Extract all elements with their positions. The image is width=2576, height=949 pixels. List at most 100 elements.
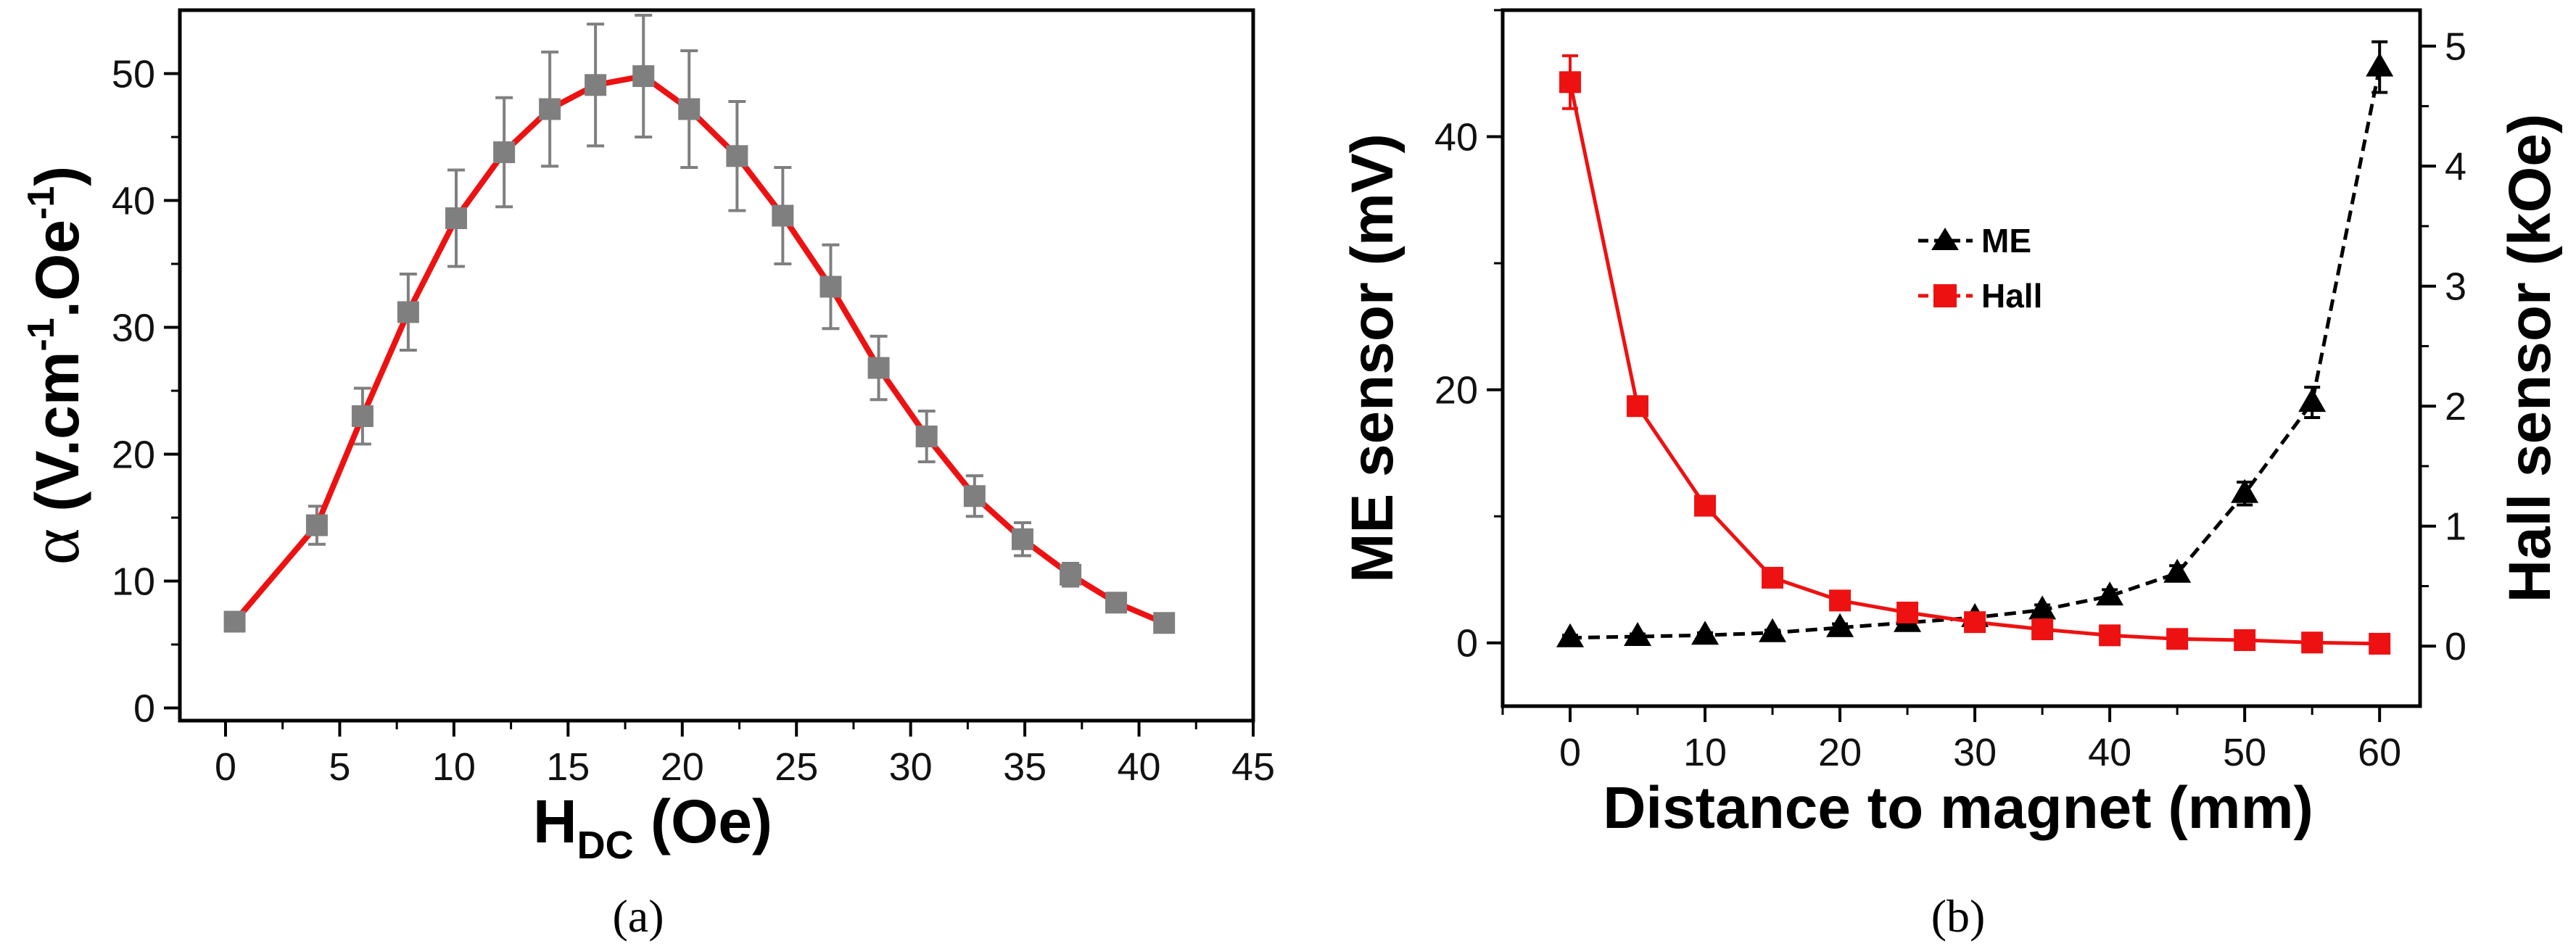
panel-a-plot-frame [178, 8, 1255, 723]
legend-box [1907, 209, 2089, 332]
alpha-point [351, 405, 373, 427]
alpha-point [632, 65, 655, 87]
right-y-tick-label: 1 [2445, 505, 2466, 549]
hall-point [1964, 611, 1986, 634]
panel-b-legend: ME Hall [1907, 209, 2089, 332]
y-label-mid: .Oe [23, 220, 91, 318]
right-y-tick-label: 2 [2445, 385, 2466, 428]
hall-point [1762, 566, 1784, 589]
hall-point [2369, 632, 2391, 655]
y-tick-label: 10 [112, 560, 155, 604]
panel-a-x-axis-label: HDC (Oe) [533, 787, 772, 867]
x-tick-label: 40 [2088, 731, 2131, 774]
panel-b-x-axis-label: Distance to magnet (mm) [1603, 775, 2313, 841]
hall-point [1627, 395, 1649, 418]
hall-point [1559, 71, 1582, 94]
alpha-point [963, 485, 986, 507]
panel-b-markers [1556, 52, 2394, 655]
me-point [1624, 622, 1652, 646]
legend-hall-marker [1933, 284, 1957, 307]
alpha-point [539, 98, 561, 120]
me-point [1691, 621, 1720, 645]
alpha-point [1060, 563, 1082, 586]
left-y-tick-label: 40 [1434, 116, 1478, 159]
alpha-point [867, 357, 890, 379]
hall-point [2099, 624, 2121, 647]
me-point [2298, 388, 2327, 413]
hall-point [1896, 601, 1919, 623]
left-y-tick-label: 20 [1434, 369, 1478, 413]
alpha-point [585, 74, 607, 96]
alpha-point [820, 275, 842, 298]
left-y-tick-label: 0 [1456, 622, 1478, 666]
me-point [1759, 618, 1787, 642]
alpha-point [223, 610, 246, 633]
y-label-main: (V.cm [23, 352, 91, 529]
x-tick-label: 35 [1003, 745, 1046, 789]
me-point [2231, 478, 2259, 503]
panel-a-y-axis-label: α (V.cm-1.Oe-1) [16, 166, 94, 565]
panel-b-curves [1568, 67, 2382, 646]
x-tick-label: 10 [432, 745, 476, 789]
panel-a-markers [223, 65, 1176, 634]
legend-me-marker [1931, 228, 1959, 250]
alpha-point [1011, 528, 1033, 550]
panel-a-caption: (a) [612, 890, 664, 942]
hall-point [2031, 618, 2054, 641]
x-tick-label: 20 [661, 745, 704, 789]
hall-point [2301, 631, 2324, 654]
y-label-alpha: α [16, 529, 94, 565]
alpha-point [915, 426, 938, 447]
x-label-tail: (Oe) [634, 787, 772, 855]
alpha-point [493, 141, 516, 163]
x-tick-label: 60 [2358, 731, 2401, 774]
alpha-point [772, 204, 794, 227]
me-point [1826, 613, 1854, 637]
y-tick-label: 0 [133, 687, 155, 731]
x-label-subscript: DC [577, 824, 634, 867]
x-tick-label: 50 [2223, 731, 2266, 774]
right-y-tick-label: 3 [2445, 265, 2466, 309]
hall-point [1694, 494, 1717, 517]
alpha-point [305, 514, 328, 536]
alpha-point [1105, 592, 1128, 614]
x-tick-label: 20 [1818, 731, 1862, 774]
hall-point [2234, 629, 2256, 651]
x-tick-label: 0 [215, 745, 236, 789]
hall-point [2166, 628, 2189, 650]
alpha-point [445, 207, 468, 229]
panel-a-chart: 0 5 10 15 20 25 30 35 40 45 0 10 20 30 40 50 HDC (Oe) α… [16, 8, 1275, 942]
hall-series-line [1568, 81, 2380, 646]
panel-b-error-bars [1562, 40, 2388, 648]
panel-b-caption: (b) [1931, 890, 1986, 942]
me-point [2096, 581, 2124, 606]
y-tick-label: 40 [112, 180, 155, 223]
x-tick-label: 45 [1231, 745, 1275, 789]
x-tick-label: 30 [1953, 731, 1997, 774]
hall-point [1829, 589, 1852, 612]
y-label-sup2: -1 [20, 186, 62, 220]
alpha-point [726, 145, 748, 167]
x-tick-label: 25 [775, 745, 818, 789]
x-tick-label: 30 [889, 745, 933, 789]
me-series-line [1569, 67, 2382, 640]
alpha-point [678, 98, 701, 120]
x-tick-label: 15 [546, 745, 590, 789]
panel-b-left-y-axis-label: ME sensor (mV) [1339, 133, 1405, 583]
x-tick-label: 10 [1683, 731, 1727, 774]
legend-hall-label: Hall [1981, 277, 2042, 315]
panel-a-ticks: 0 5 10 15 20 25 30 35 40 45 0 10 20 30 40 50 [112, 53, 1275, 790]
y-label-end: ) [23, 166, 91, 186]
x-tick-label: 5 [329, 745, 350, 789]
me-point [1556, 623, 1585, 647]
legend-me-label: ME [1981, 222, 2031, 260]
x-tick-label: 40 [1118, 745, 1161, 789]
me-point [2163, 558, 2192, 583]
y-label-sup1: -1 [20, 318, 62, 351]
right-y-tick-label: 4 [2445, 145, 2466, 188]
panel-b-plot-frame [1500, 8, 2422, 708]
y-tick-label: 30 [112, 307, 155, 350]
y-tick-label: 50 [112, 53, 155, 96]
alpha-point [397, 301, 419, 323]
